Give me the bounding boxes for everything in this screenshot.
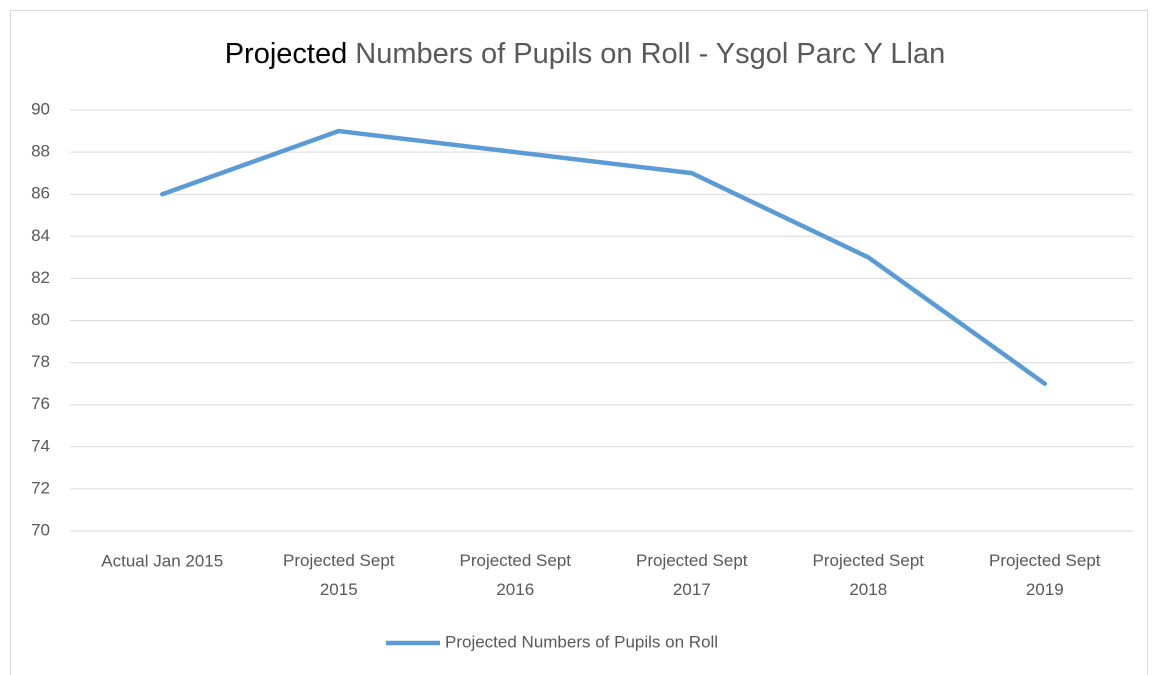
y-tick-label: 86 <box>31 184 50 203</box>
x-tick-label: Projected Sept 2017 <box>636 551 748 599</box>
chart-border <box>10 10 1148 675</box>
y-tick-label: 72 <box>31 478 50 497</box>
y-tick-label: 74 <box>31 436 50 455</box>
x-tick-label: Projected Sept 2015 <box>283 551 395 599</box>
y-tick-label: 80 <box>31 310 50 329</box>
y-tick-label: 82 <box>31 268 50 287</box>
chart-title: Projected Numbers of Pupils on Roll - Ys… <box>225 38 946 70</box>
x-tick-label: Projected Sept 2016 <box>459 551 571 599</box>
y-tick-label: 76 <box>31 394 50 413</box>
y-tick-label: 88 <box>31 142 50 161</box>
legend-label: Projected Numbers of Pupils on Roll <box>445 632 718 651</box>
line <box>160 128 1047 386</box>
y-tick-label: 70 <box>31 520 50 539</box>
y-tick-label: 90 <box>31 99 50 118</box>
x-tick-label: Projected Sept 2019 <box>989 551 1101 599</box>
y-tick-label: 84 <box>31 226 50 245</box>
x-tick-label: Projected Sept 2018 <box>812 551 924 599</box>
x-tick-label: Actual Jan 2015 <box>101 551 223 570</box>
y-tick-label: 78 <box>31 352 50 371</box>
